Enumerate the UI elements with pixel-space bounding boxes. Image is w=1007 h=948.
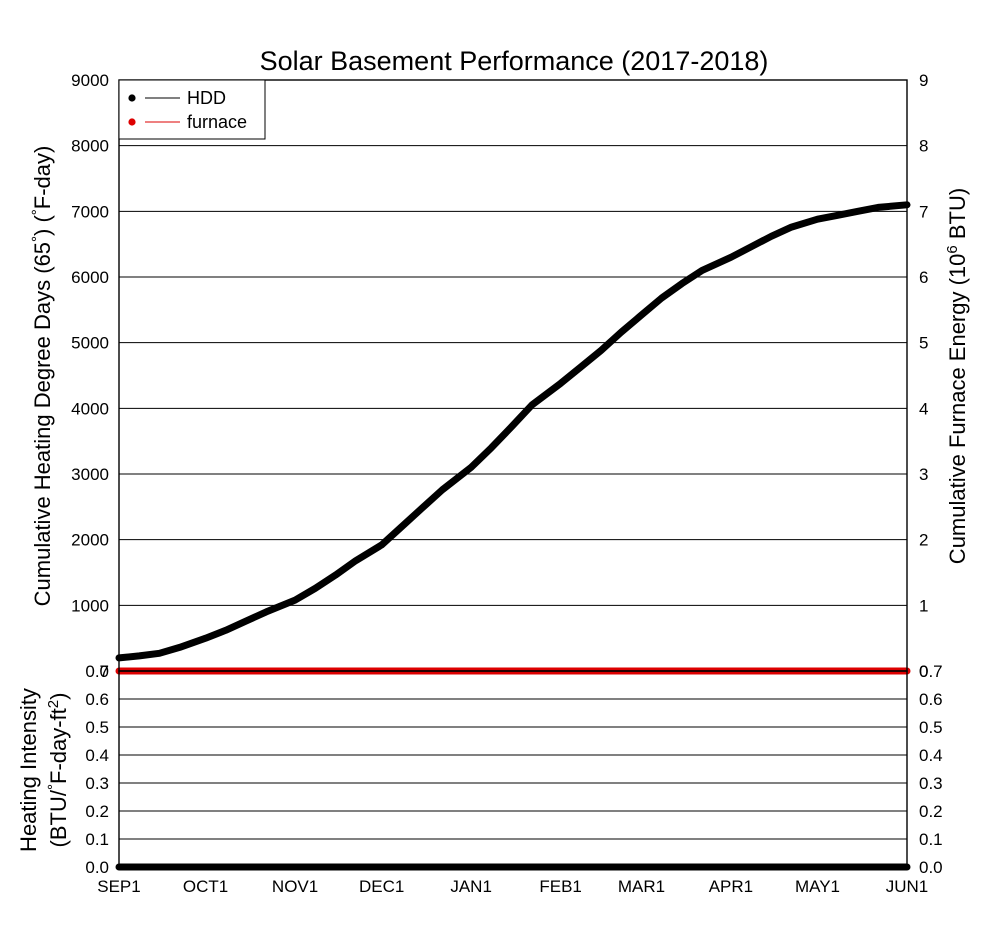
x-tick-label: JAN1 [450,877,492,896]
top-right-tick-label: 3 [919,465,928,484]
top-left-tick-label: 8000 [71,137,109,156]
x-tick-label: FEB1 [539,877,582,896]
x-tick-label: JUN1 [886,877,929,896]
top-left-tick-label: 0 [100,662,109,681]
bottom-y-axis-label-line2: (BTU/°F-day-ft2) [45,693,72,848]
top-right-tick-label: 2 [919,531,928,550]
bottom-left-tick-label: 0.6 [85,690,109,709]
top-right-tick-label: 9 [919,71,928,90]
bottom-left-tick-label: 0.3 [85,774,109,793]
plot-lines [115,201,911,871]
x-tick-label: OCT1 [183,877,228,896]
bottom-right-tick-label: 0.3 [919,774,943,793]
top-left-tick-label: 6000 [71,268,109,287]
top-left-tick-label: 5000 [71,334,109,353]
x-tick-labels: SEP1 OCT1 NOV1 DEC1 JAN1 FEB1 MAR1 APR1 MAY1 JUN1 [97,877,928,896]
bottom-left-tick-label: 0.7 [85,662,109,681]
top-left-tick-labels: 0 1000 2000 3000 4000 5000 6000 7000 8000 9000 [71,71,109,681]
legend: HDD furnace [118,79,266,140]
legend-marker-furnace [128,118,136,126]
x-tick-label: MAY1 [795,877,840,896]
bottom-right-tick-label: 0.7 [919,662,943,681]
legend-marker-hdd [128,94,136,102]
bottom-right-tick-labels: 0.0 0.1 0.2 0.3 0.4 0.5 0.6 0.7 [919,662,943,877]
top-right-tick-label: 1 [919,596,928,615]
top-left-tick-label: 2000 [71,531,109,550]
bottom-left-tick-label: 0.2 [85,802,109,821]
bottom-right-tick-label: 0.6 [919,690,943,709]
bottom-right-tick-label: 0.4 [919,746,943,765]
bottom-left-tick-label: 0.0 [85,858,109,877]
bottom-right-tick-label: 0.2 [919,802,943,821]
top-right-tick-label: 8 [919,137,928,156]
bottom-right-tick-label: 0.1 [919,830,943,849]
bottom-y-axis-label-line1: Heating Intensity [16,688,41,852]
top-right-tick-label: 4 [919,399,928,418]
bottom-left-tick-label: 0.5 [85,718,109,737]
top-right-tick-label: 7 [919,202,928,221]
top-y-axis-label: Cumulative Heating Degree Days (65°) (°F… [29,146,56,607]
x-tick-label: NOV1 [272,877,318,896]
top-left-tick-label: 1000 [71,596,109,615]
top-right-tick-label: 6 [919,268,928,287]
top-left-tick-label: 7000 [71,202,109,221]
bottom-left-tick-label: 0.1 [85,830,109,849]
bottom-right-tick-label: 0.0 [919,858,943,877]
x-tick-label: APR1 [709,877,753,896]
bottom-plot-frame [118,670,908,868]
top-left-tick-label: 3000 [71,465,109,484]
legend-box [118,79,266,140]
top-right-tick-label: 0 [919,662,928,681]
top-right-tick-label: 5 [919,334,928,353]
top-right-tick-labels: 0 1 2 3 4 5 6 7 8 9 [919,71,928,681]
top-right-y-axis-label: Cumulative Furnace Energy (106 BTU) [944,188,971,564]
x-tick-label: MAR1 [618,877,665,896]
top-plot-frame [118,79,908,672]
series-hdd-line [115,201,911,662]
x-tick-label: DEC1 [359,877,404,896]
top-gridlines [119,145,907,606]
chart-title: Solar Basement Performance (2017-2018) [260,46,769,76]
bottom-left-tick-labels: 0.0 0.1 0.2 0.3 0.4 0.5 0.6 0.7 [85,662,109,877]
bottom-right-tick-label: 0.5 [919,718,943,737]
bottom-gridlines [119,670,907,840]
bottom-left-tick-label: 0.4 [85,746,109,765]
legend-label-furnace: furnace [187,112,247,132]
top-left-tick-label: 9000 [71,71,109,90]
x-tick-label: SEP1 [97,877,140,896]
top-left-tick-label: 4000 [71,399,109,418]
legend-label-hdd: HDD [187,88,226,108]
